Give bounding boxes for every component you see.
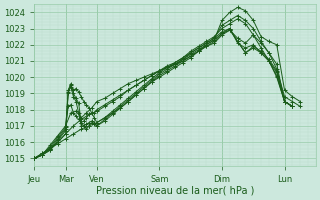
X-axis label: Pression niveau de la mer( hPa ): Pression niveau de la mer( hPa ) (96, 186, 254, 196)
